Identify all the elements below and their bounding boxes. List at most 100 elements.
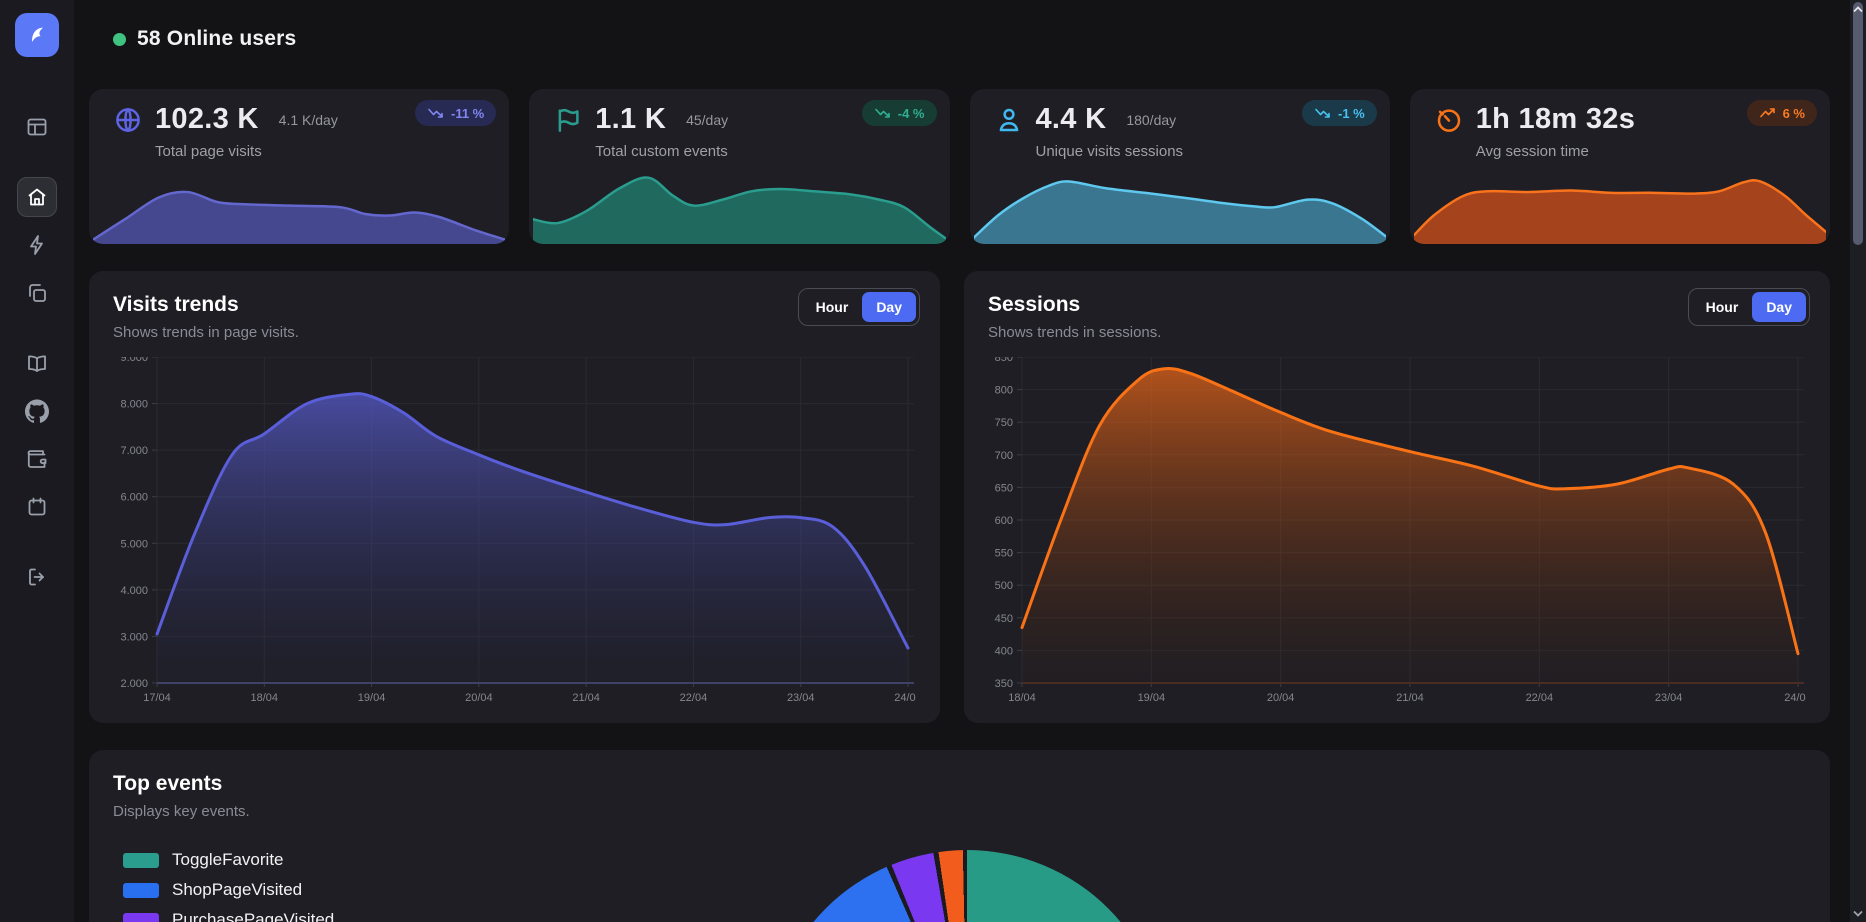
sidebar xyxy=(0,0,74,922)
svg-text:20/04: 20/04 xyxy=(465,692,493,704)
svg-text:19/04: 19/04 xyxy=(1138,692,1166,704)
github-icon xyxy=(25,399,49,423)
stat-card-unique-visits-sessions: 4.4 K 180/day Unique visits sessions -1 … xyxy=(969,89,1390,244)
visits-trends-card: Visits trends Shows trends in page visit… xyxy=(89,271,940,723)
scroll-down-icon[interactable] xyxy=(1850,906,1866,920)
online-users-header: 58 Online users xyxy=(89,24,1830,54)
browser-icon xyxy=(27,118,47,136)
svg-text:17/04: 17/04 xyxy=(143,692,171,704)
trending-down-icon xyxy=(874,108,890,118)
globe-icon xyxy=(113,105,143,135)
person-icon xyxy=(994,105,1024,135)
svg-text:20/04: 20/04 xyxy=(1267,692,1295,704)
svg-text:7.000: 7.000 xyxy=(120,445,148,457)
svg-text:21/04: 21/04 xyxy=(572,692,600,704)
legend-swatch xyxy=(123,912,159,922)
scrollbar-thumb[interactable] xyxy=(1853,2,1863,245)
svg-text:5.000: 5.000 xyxy=(120,538,148,550)
svg-text:21/04: 21/04 xyxy=(1396,692,1424,704)
trend-badge: -4 % xyxy=(861,100,937,126)
sessions-card: Sessions Shows trends in sessions. Hour … xyxy=(964,271,1830,723)
timer-icon xyxy=(1434,105,1464,135)
svg-text:800: 800 xyxy=(995,385,1013,397)
sidebar-item-events[interactable] xyxy=(17,225,57,265)
sidebar-item-logout[interactable] xyxy=(17,557,57,597)
book-icon xyxy=(28,355,46,372)
online-status-dot xyxy=(113,32,126,46)
legend-label: ToggleFavorite xyxy=(172,850,284,869)
sidebar-item-home[interactable] xyxy=(17,177,57,217)
chart-title: Sessions xyxy=(988,293,1081,316)
legend-label: PurchasePageVisited xyxy=(172,910,335,922)
svg-text:23/04: 23/04 xyxy=(1655,692,1683,704)
svg-text:850: 850 xyxy=(995,357,1013,364)
trend-badge: -1 % xyxy=(1302,100,1377,126)
svg-text:450: 450 xyxy=(995,613,1013,625)
svg-text:500: 500 xyxy=(995,580,1013,592)
top-events-title: Top events xyxy=(113,772,223,795)
hour-toggle-button[interactable]: Hour xyxy=(802,292,863,322)
svg-text:22/04: 22/04 xyxy=(1526,692,1554,704)
day-toggle-button[interactable]: Day xyxy=(862,292,916,322)
home-icon xyxy=(28,188,46,206)
legend-item: ShopPageVisited xyxy=(123,880,1806,900)
sidebar-item-browser[interactable] xyxy=(17,107,57,147)
chart-subtitle: Shows trends in page visits. xyxy=(113,324,299,341)
page-scrollbar[interactable] xyxy=(1850,0,1866,922)
svg-text:8.000: 8.000 xyxy=(120,399,148,411)
stat-rate: 180/day xyxy=(1126,111,1177,128)
stat-label: Avg session time xyxy=(1475,143,1589,160)
trending-up-icon xyxy=(1759,108,1775,118)
sidebar-item-copy[interactable] xyxy=(17,273,57,313)
hour-toggle-button[interactable]: Hour xyxy=(1692,292,1753,322)
stat-card-avg-session-time: 1h 18m 32s Avg session time 6 % xyxy=(1409,89,1830,244)
legend-swatch xyxy=(123,882,159,898)
sparkline-total-custom-events xyxy=(533,160,946,244)
main-content: 58 Online users 102.3 K 4.1 K/day Total … xyxy=(74,0,1866,922)
svg-text:24/04: 24/04 xyxy=(1784,692,1806,704)
visits-interval-toggle: Hour Day xyxy=(797,288,920,326)
scroll-up-icon[interactable] xyxy=(1850,2,1866,16)
app-logo[interactable] xyxy=(15,13,59,57)
chart-subtitle: Shows trends in sessions. xyxy=(988,324,1162,341)
svg-text:19/04: 19/04 xyxy=(358,692,386,704)
day-toggle-button[interactable]: Day xyxy=(1752,292,1806,322)
trend-badge: -11 % xyxy=(415,100,497,126)
stat-rate: 4.1 K/day xyxy=(278,111,338,128)
svg-text:750: 750 xyxy=(995,417,1013,429)
legend-swatch xyxy=(123,852,159,868)
stat-label: Total custom events xyxy=(595,143,728,160)
stat-card-total-custom-events: 1.1 K 45/day Total custom events -4 % xyxy=(529,89,950,244)
svg-text:22/04: 22/04 xyxy=(680,692,708,704)
svg-text:24/04: 24/04 xyxy=(894,692,916,704)
sparkline-avg-session-time xyxy=(1413,160,1826,244)
stat-label: Total page visits xyxy=(155,143,262,160)
sparkline-total-page-visits xyxy=(93,160,505,244)
sidebar-item-docs[interactable] xyxy=(17,343,57,383)
legend-label: ShopPageVisited xyxy=(172,880,303,899)
sidebar-item-github[interactable] xyxy=(17,391,57,431)
svg-text:550: 550 xyxy=(995,548,1013,560)
stats-row: 102.3 K 4.1 K/day Total page visits -11 … xyxy=(89,89,1830,244)
page-title: 58 Online users xyxy=(137,27,297,50)
sidebar-item-wallet[interactable] xyxy=(17,439,57,479)
stat-rate: 45/day xyxy=(686,111,729,128)
svg-text:2.000: 2.000 xyxy=(120,678,148,690)
stat-card-total-page-visits: 102.3 K 4.1 K/day Total page visits -11 … xyxy=(89,89,510,244)
wallet-icon xyxy=(27,450,47,468)
top-events-card: Top events Displays key events. ToggleFa… xyxy=(89,750,1830,922)
sparkline-unique-visits-sessions xyxy=(973,160,1386,244)
zap-icon xyxy=(30,235,43,255)
svg-text:23/04: 23/04 xyxy=(787,692,815,704)
trending-down-icon xyxy=(1315,108,1330,118)
charts-row: Visits trends Shows trends in page visit… xyxy=(89,271,1830,723)
svg-text:700: 700 xyxy=(995,450,1013,462)
sidebar-item-calendar[interactable] xyxy=(17,487,57,527)
stat-value: 102.3 K xyxy=(155,103,259,135)
stat-label: Unique visits sessions xyxy=(1035,143,1184,160)
logo-icon xyxy=(32,27,43,43)
trending-down-icon xyxy=(428,108,443,118)
svg-text:400: 400 xyxy=(995,645,1013,657)
visits-trends-chart: 17/04 18/04 19/04 20/04 21/04 22/04 23/04 24/04… xyxy=(113,352,921,714)
svg-text:18/04: 18/04 xyxy=(1008,692,1036,704)
